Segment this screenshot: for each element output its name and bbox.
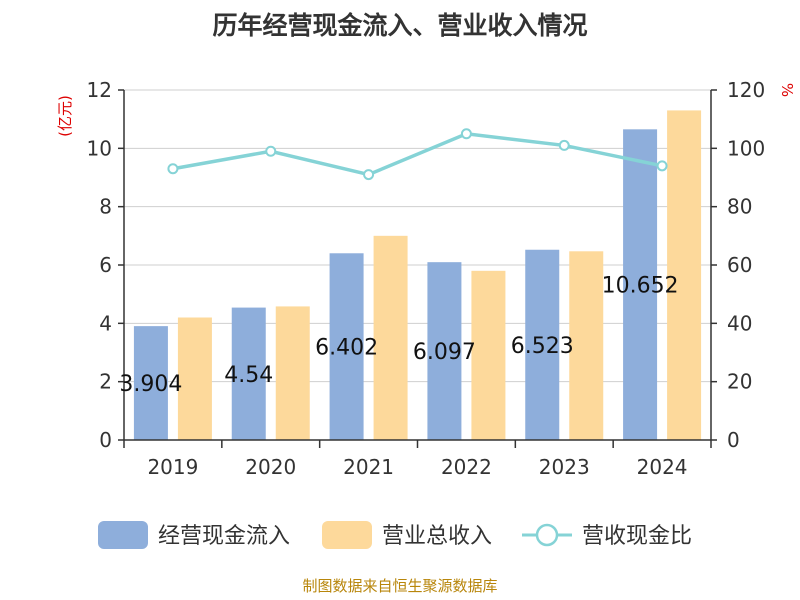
y-left-tick-label: 12 bbox=[87, 78, 112, 102]
legend-swatch-marker bbox=[535, 523, 559, 547]
ratio-point bbox=[363, 169, 375, 181]
legend-swatch bbox=[322, 521, 372, 549]
ratio-line bbox=[167, 128, 668, 181]
legend-swatch bbox=[98, 521, 148, 549]
bar-cash-inflow bbox=[623, 129, 658, 441]
legend-item-1[interactable]: 营业总收入 bbox=[322, 521, 492, 549]
y-right-tick-label: 120 bbox=[727, 78, 765, 102]
y-left-tick-label: 4 bbox=[99, 311, 112, 335]
source-note: 制图数据来自恒生聚源数据库 bbox=[302, 577, 498, 595]
bar-revenue bbox=[373, 235, 408, 440]
legend-label: 经营现金流入 bbox=[158, 524, 290, 549]
bar-data-label: 4.54 bbox=[224, 363, 273, 388]
ratio-point bbox=[656, 160, 668, 172]
y-left-unit-label: (亿元) bbox=[56, 95, 74, 137]
x-tick-label: 2021 bbox=[343, 455, 394, 479]
x-tick-label: 2023 bbox=[539, 455, 590, 479]
bar-revenue bbox=[471, 270, 506, 440]
legend[interactable]: 经营现金流入 营业总收入 营收现金比 bbox=[98, 521, 692, 549]
bar-data-label: 6.097 bbox=[413, 340, 476, 365]
chart-title: 历年经营现金流入、营业收入情况 bbox=[212, 11, 588, 40]
bar-revenue bbox=[667, 110, 702, 441]
bar-cash-inflow bbox=[329, 253, 364, 440]
bar-data-label: 6.402 bbox=[315, 336, 378, 361]
bar-revenue bbox=[177, 317, 212, 440]
x-tick-label: 2022 bbox=[441, 455, 492, 479]
y-left-tick-label: 10 bbox=[87, 136, 112, 160]
x-tick-label: 2024 bbox=[637, 455, 688, 479]
bar-data-label: 3.904 bbox=[119, 372, 182, 397]
bar-cash-inflow bbox=[427, 262, 462, 440]
bar-revenue bbox=[569, 251, 604, 440]
legend-item-0[interactable]: 经营现金流入 bbox=[98, 521, 290, 549]
legend-label: 营业总收入 bbox=[382, 524, 492, 549]
y-right-tick-label: 60 bbox=[727, 253, 752, 277]
x-tick-label: 2020 bbox=[245, 455, 296, 479]
bar-cash-inflow bbox=[525, 249, 560, 440]
ratio-point bbox=[558, 139, 570, 151]
bar-revenue bbox=[275, 306, 310, 440]
y-right-tick-label: 40 bbox=[727, 311, 752, 335]
y-right-tick-label: 100 bbox=[727, 136, 765, 160]
bar-data-label: 10.652 bbox=[602, 274, 679, 299]
bar-data-label: 6.523 bbox=[511, 334, 574, 359]
y-right-unit-label: % bbox=[778, 83, 796, 97]
ratio-point bbox=[265, 145, 277, 157]
y-left-tick-label: 2 bbox=[99, 370, 112, 394]
ratio-line-path bbox=[172, 131, 663, 177]
y-right-tick-label: 80 bbox=[727, 195, 752, 219]
legend-label: 营收现金比 bbox=[582, 524, 692, 549]
y-left-tick-label: 6 bbox=[99, 253, 112, 277]
data-labels: 3.904 4.54 6.402 6.097 6.523 10.652 bbox=[119, 274, 678, 397]
legend-item-2[interactable]: 营收现金比 bbox=[522, 523, 692, 549]
x-tick-label: 2019 bbox=[147, 455, 198, 479]
ratio-point bbox=[167, 163, 179, 175]
y-left-tick-label: 8 bbox=[99, 195, 112, 219]
bar-cash-inflow bbox=[133, 326, 168, 440]
grid-lines bbox=[124, 89, 711, 441]
y-right-tick-label: 20 bbox=[727, 370, 752, 394]
bars bbox=[133, 110, 702, 441]
ratio-point bbox=[460, 128, 472, 140]
y-left-tick-label: 0 bbox=[99, 428, 112, 452]
bar-cash-inflow bbox=[231, 307, 266, 440]
y-right-tick-label: 0 bbox=[727, 428, 740, 452]
